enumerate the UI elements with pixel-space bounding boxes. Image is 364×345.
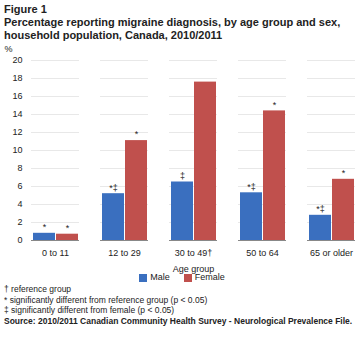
- svg-text:12 to 29: 12 to 29: [108, 248, 141, 258]
- svg-text:4: 4: [17, 199, 22, 209]
- svg-text:*: *: [43, 222, 47, 232]
- html-text:Female: Female: [194, 272, 225, 282]
- svg-text:*‡: *‡: [109, 183, 118, 193]
- html-text:Male: Male: [150, 272, 170, 282]
- html-text:Percentage reporting migraine: Percentage reporting migraine diagnosis,…: [4, 16, 341, 41]
- svg-text:*‡: *‡: [316, 204, 325, 214]
- svg-text:18: 18: [12, 73, 22, 83]
- svg-text:%: %: [5, 44, 13, 54]
- html-text:Source: 2010/2011 Canadian Com: Source: 2010/2011 Canadian Community Hea…: [4, 315, 353, 326]
- svg-text:*‡: *‡: [247, 182, 256, 192]
- svg-text:*: *: [66, 223, 70, 233]
- svg-text:2: 2: [17, 217, 22, 227]
- svg-text:20: 20: [12, 55, 22, 65]
- svg-text:30 to 49†: 30 to 49†: [175, 248, 213, 258]
- svg-text:16: 16: [12, 91, 22, 101]
- html-text:† reference group: † reference group: [4, 284, 72, 294]
- html-text:‡ significantly different from: ‡ significantly different from female (p…: [4, 305, 175, 315]
- svg-text:*: *: [273, 100, 277, 110]
- svg-text:*: *: [342, 168, 346, 178]
- svg-text:10: 10: [12, 145, 22, 155]
- html-text:* significantly different from: * significantly different from reference…: [4, 294, 208, 305]
- svg-text:0: 0: [17, 235, 22, 245]
- svg-text:Age group: Age group: [172, 263, 215, 274]
- svg-text:50 to 64: 50 to 64: [246, 248, 279, 258]
- html-text:Figure 1: Figure 1: [4, 3, 47, 15]
- svg-text:65 or older: 65 or older: [310, 248, 353, 258]
- svg-text:14: 14: [12, 109, 22, 119]
- svg-text:6: 6: [17, 181, 22, 191]
- svg-text:‡: ‡: [180, 171, 185, 181]
- svg-text:8: 8: [17, 163, 22, 173]
- svg-text:12: 12: [12, 127, 22, 137]
- svg-text:0 to 11: 0 to 11: [42, 248, 69, 258]
- svg-text:*: *: [135, 129, 139, 139]
